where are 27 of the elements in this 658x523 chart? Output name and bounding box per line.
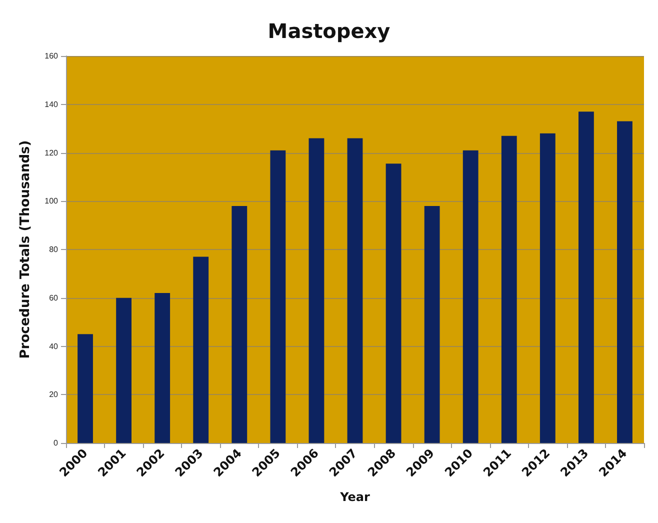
chart-title: Mastopexy: [268, 19, 390, 43]
bar: [116, 298, 132, 443]
y-tick-label: 0: [54, 438, 59, 448]
bar: [193, 256, 209, 443]
bar: [154, 293, 170, 443]
y-tick-label: 100: [44, 196, 59, 206]
y-tick-label: 60: [49, 293, 59, 302]
bar: [424, 206, 440, 443]
bar: [232, 206, 248, 443]
y-axis-title: Procedure Totals (Thousands): [18, 140, 33, 359]
y-tick-label: 20: [49, 390, 59, 400]
bar: [308, 138, 324, 443]
y-tick-label: 80: [49, 245, 59, 254]
bar: [462, 150, 478, 443]
y-tick-label: 40: [49, 342, 59, 351]
y-tick-label: 140: [44, 100, 59, 109]
bar: [540, 133, 556, 443]
bar: [501, 136, 517, 443]
bar: [78, 334, 93, 443]
bar: [347, 138, 363, 443]
bar: [578, 112, 594, 443]
bar: [386, 164, 402, 443]
bar: [270, 150, 286, 443]
y-tick-label: 120: [44, 148, 59, 158]
x-axis-title: Year: [339, 490, 370, 504]
bar: [617, 121, 632, 443]
y-tick-label: 160: [44, 52, 59, 60]
